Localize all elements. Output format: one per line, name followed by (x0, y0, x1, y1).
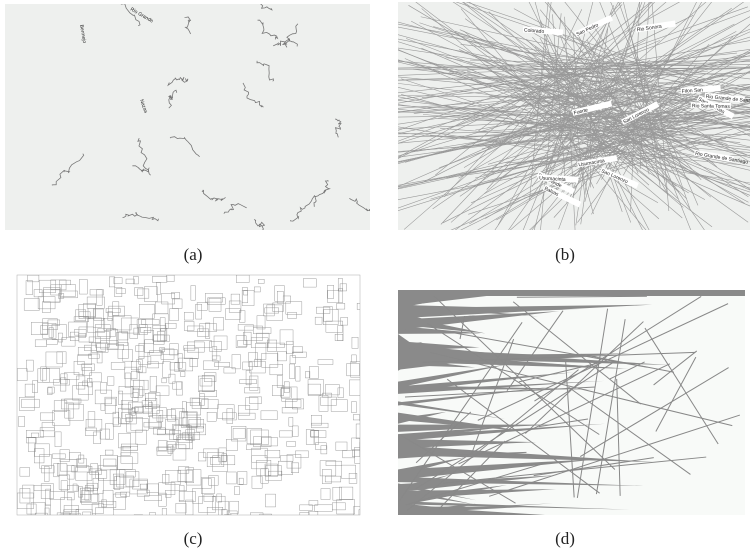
figure: Rio GrandeBermejoNazas ColoradoRio Grand… (0, 0, 753, 554)
panel-a: Rio GrandeBermejoNazas (5, 0, 377, 232)
caption: (c) (184, 529, 203, 548)
parcel (260, 514, 272, 528)
caption: (d) (555, 529, 575, 548)
parcel (60, 515, 77, 522)
panel-c (17, 275, 377, 528)
parcel (360, 415, 365, 420)
map-label: Rio Santa Tomas (692, 103, 731, 110)
parcel (134, 515, 142, 528)
caption: (a) (184, 245, 203, 264)
panel-d (398, 280, 745, 523)
top-band (398, 290, 745, 296)
parcel (225, 514, 231, 524)
parcel (360, 442, 378, 456)
caption: (b) (555, 245, 575, 264)
parcel (359, 510, 375, 518)
